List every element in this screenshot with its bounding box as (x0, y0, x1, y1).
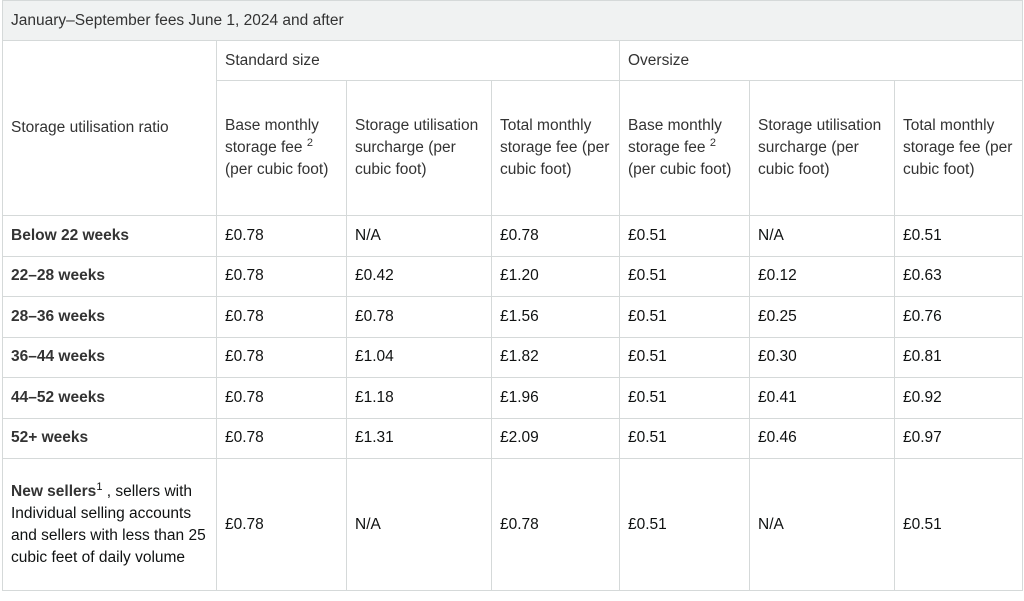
new-sellers-label: New sellers (11, 482, 97, 500)
row-label: 44–52 weeks (2, 377, 217, 419)
cell-value: N/A (749, 215, 895, 257)
col-oversize-surcharge: Storage utilisation surcharge (per cubic… (749, 80, 895, 216)
cell-value: £0.78 (216, 458, 347, 591)
cell-value: £1.04 (346, 336, 492, 378)
cell-value: £1.82 (491, 336, 620, 378)
cell-value: £0.42 (346, 255, 492, 297)
table-row: 52+ weeks £0.78 £1.31 £2.09 £0.51 £0.46 … (2, 417, 1024, 459)
col-standard-total: Total monthly storage fee (per cubic foo… (491, 80, 620, 216)
group-header-row: Storage utilisation ratio Standard size … (2, 40, 1024, 216)
cell-value: £1.56 (491, 296, 620, 338)
cell-value: £0.78 (491, 215, 620, 257)
table-caption: January–September fees June 1, 2024 and … (1, 0, 1024, 41)
row-label-new-sellers: New sellers1 , sellers with Individual s… (2, 458, 217, 591)
cell-value: £0.12 (749, 255, 895, 297)
base-fee-label: Base monthly storage fee (225, 117, 319, 156)
cell-value: N/A (749, 458, 895, 591)
cell-value: £0.51 (619, 417, 750, 459)
footnote-2: 2 (709, 137, 716, 149)
cell-value: £0.76 (893, 296, 1024, 338)
cell-value: £1.20 (491, 255, 620, 297)
table-row: Below 22 weeks £0.78 N/A £0.78 £0.51 N/A… (2, 215, 1024, 257)
col-oversize-base-fee: Base monthly storage fee 2 (per cubic fo… (619, 80, 750, 216)
cell-value: £0.51 (893, 458, 1024, 591)
group-oversize: Oversize (618, 40, 1024, 81)
cell-value: N/A (346, 215, 492, 257)
footnote-2: 2 (306, 137, 313, 149)
col-oversize-total: Total monthly storage fee (per cubic foo… (893, 80, 1024, 216)
cell-value: £0.78 (346, 296, 492, 338)
base-fee-label: Base monthly storage fee (628, 117, 722, 156)
cell-value: £0.30 (749, 336, 895, 378)
group-standard-size: Standard size (216, 40, 620, 81)
cell-value: £0.78 (491, 458, 620, 591)
cell-value: £1.31 (346, 417, 492, 459)
new-sellers-description: , sellers with Individual selling accoun… (11, 482, 206, 566)
cell-value: £0.25 (749, 296, 895, 338)
cell-value: £0.81 (893, 336, 1024, 378)
row-label: 22–28 weeks (2, 255, 217, 297)
cell-value: £1.18 (346, 377, 492, 419)
cell-value: £0.51 (619, 336, 750, 378)
base-fee-unit: (per cubic foot) (628, 161, 732, 178)
cell-value: £0.51 (619, 377, 750, 419)
cell-value: £0.51 (619, 255, 750, 297)
table-row-new-sellers: New sellers1 , sellers with Individual s… (2, 458, 1024, 591)
col-standard-surcharge: Storage utilisation surcharge (per cubic… (346, 80, 492, 216)
cell-value: £0.78 (216, 296, 347, 338)
row-label: 36–44 weeks (2, 336, 217, 378)
row-label: Below 22 weeks (2, 215, 217, 257)
col-standard-base-fee: Base monthly storage fee 2 (per cubic fo… (216, 80, 347, 216)
cell-value: £0.51 (893, 215, 1024, 257)
cell-value: £0.41 (749, 377, 895, 419)
column-header-row: Base monthly storage fee 2 (per cubic fo… (3, 80, 1024, 216)
row-label: 28–36 weeks (2, 296, 217, 338)
table-row: 28–36 weeks £0.78 £0.78 £1.56 £0.51 £0.2… (2, 296, 1024, 338)
footnote-1: 1 (96, 480, 103, 493)
cell-value: £0.51 (619, 215, 750, 257)
cell-value: £0.92 (893, 377, 1024, 419)
table-row: 36–44 weeks £0.78 £1.04 £1.82 £0.51 £0.3… (2, 336, 1024, 378)
cell-value: £0.78 (216, 336, 347, 378)
cell-value: £0.46 (749, 417, 895, 459)
caption-row: January–September fees June 1, 2024 and … (1, 0, 1024, 41)
cell-value: £0.51 (619, 296, 750, 338)
cell-value: £0.78 (216, 377, 347, 419)
cell-value: £0.78 (216, 215, 347, 257)
base-fee-unit: (per cubic foot) (225, 161, 329, 178)
cell-value: £2.09 (491, 417, 620, 459)
cell-value: £0.63 (893, 255, 1024, 297)
cell-value: £0.78 (216, 255, 347, 297)
cell-value: £0.97 (893, 417, 1024, 459)
cell-value: £0.78 (216, 417, 347, 459)
cell-value: N/A (346, 458, 492, 591)
table-row: 44–52 weeks £0.78 £1.18 £1.96 £0.51 £0.4… (2, 377, 1024, 419)
cell-value: £1.96 (491, 377, 620, 419)
table-row: 22–28 weeks £0.78 £0.42 £1.20 £0.51 £0.1… (2, 255, 1024, 297)
row-header-storage-ratio: Storage utilisation ratio (2, 40, 217, 216)
cell-value: £0.51 (619, 458, 750, 591)
row-label: 52+ weeks (2, 417, 217, 459)
